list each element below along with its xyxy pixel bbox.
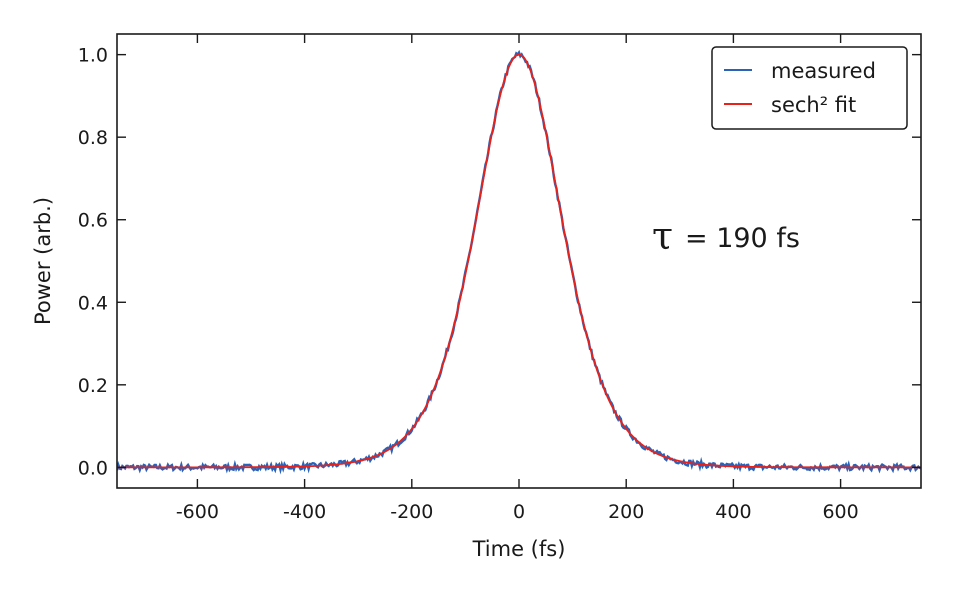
y-tick-label: 0.2 (78, 375, 108, 397)
tick-labels: -600 -400 -200 0 200 400 600 0.0 0.2 0.4 0.6 0.8 1.0 (78, 45, 859, 523)
y-tick-label: 0.0 (78, 457, 108, 479)
series-line-sech2-fit (117, 53, 921, 469)
y-tick-label: 0.4 (78, 292, 108, 314)
x-tick-label: -200 (390, 501, 433, 523)
series-line-measured (117, 49, 921, 475)
tau-symbol: τ (652, 214, 673, 258)
y-tick-label: 0.6 (78, 210, 108, 232)
legend-label-measured: measured (771, 59, 876, 83)
legend-label-sech2-fit: sech² fit (771, 93, 856, 117)
legend-box (711, 46, 908, 130)
x-tick-label: -400 (283, 501, 326, 523)
x-tick-label: 400 (715, 501, 751, 523)
tick-marks (117, 34, 921, 488)
x-axis-label: Time (fs) (472, 537, 566, 561)
x-tick-label: 600 (822, 501, 858, 523)
x-tick-label: 200 (608, 501, 644, 523)
x-tick-label: -600 (176, 501, 219, 523)
legend: measured sech² fit (711, 46, 908, 130)
y-tick-label: 1.0 (78, 45, 108, 67)
plot-area (117, 49, 921, 475)
pulse-width-annotation: τ = 190 fs (652, 214, 800, 258)
y-axis-label: Power (arb.) (31, 197, 55, 325)
y-tick-label: 0.8 (78, 127, 108, 149)
x-tick-label: 0 (513, 501, 525, 523)
pulse-width-value: = 190 fs (685, 223, 800, 254)
